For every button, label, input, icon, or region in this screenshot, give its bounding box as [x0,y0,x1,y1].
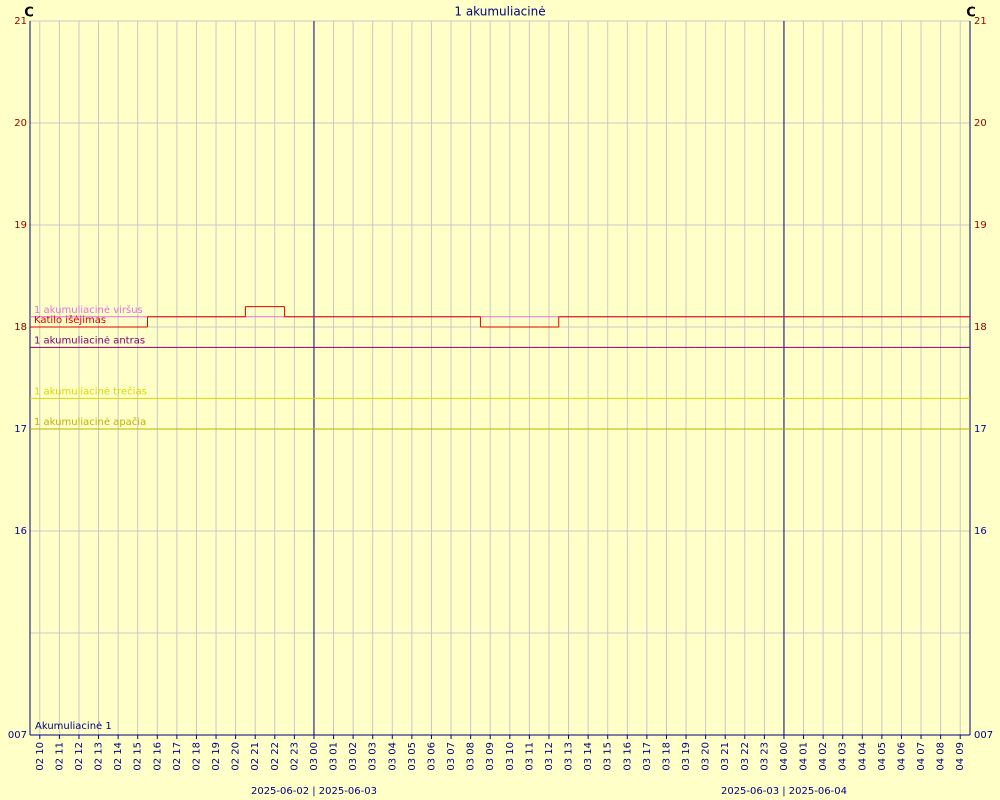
x-tick-label: 02 21 [250,742,261,771]
annotation: Akumuliacinė 1 [35,721,112,732]
legend-label: 1 akumuliacinė trečias [34,385,147,397]
x-tick-label: 02 15 [133,742,144,771]
x-tick-label: 03 10 [505,742,516,771]
legend-label: Katilo išėjimas [34,314,106,326]
x-tick-label: 04 06 [896,742,907,771]
x-tick-label: 04 09 [955,742,966,771]
x-tick-label: 03 14 [583,742,594,771]
date-label: 2025-06-02 | 2025-06-03 [251,786,377,797]
y-unit-left: C [24,6,34,21]
x-tick-label: 03 23 [759,742,770,771]
x-tick-label: 02 22 [270,742,281,771]
x-tick-label: 03 07 [446,742,457,771]
y2-tick-label: 19 [974,220,987,231]
x-tick-label: 03 04 [387,742,398,771]
x-tick-label: 03 16 [622,742,633,771]
y-tick-label: 19 [14,220,27,231]
legend-label: 1 akumuliacinė viršus [34,304,143,316]
x-tick-label: 03 19 [681,742,692,771]
x-tick-label: 02 12 [74,742,85,771]
y-tick-label: 18 [14,322,27,333]
y2-tick-label: 20 [974,118,987,129]
labels: 007 007 16 16 17 17 18 18 19 19 20 20 21 21 02 10 02 11… [8,16,993,797]
x-tick-label: 04 08 [936,742,947,771]
y2-tick-label: 16 [974,526,987,537]
x-tick-label: 04 04 [857,742,868,771]
x-tick-label: 03 05 [407,742,418,771]
x-tick-label: 03 22 [740,742,751,771]
x-tick-label: 03 17 [642,742,653,771]
x-tick-label: 03 15 [603,742,614,771]
chart-title: 1 akumuliacinė [454,5,545,19]
y-tick-label: 16 [14,526,27,537]
x-tick-label: 04 03 [838,742,849,771]
x-tick-label: 02 18 [191,742,202,771]
x-tick-label: 03 12 [544,742,555,771]
x-tick-label: 02 16 [152,742,163,771]
x-tick-label: 03 09 [485,742,496,771]
y-tick-label: 20 [14,118,27,129]
y-tick-label: 007 [8,730,27,741]
x-tick-label: 03 13 [564,742,575,771]
x-tick-label: 04 05 [877,742,888,771]
y-unit-right: C [966,6,976,21]
y2-tick-label: 007 [974,730,993,741]
x-tick-label: 04 00 [779,742,790,771]
grid [29,20,971,736]
x-tick-label: 02 17 [172,742,183,771]
x-tick-label: 03 21 [720,742,731,771]
y2-tick-label: 21 [974,16,987,27]
x-tick-label: 02 20 [231,742,242,771]
y-tick-label: 21 [14,16,27,27]
legend-label: 1 akumuliacinė antras [34,335,145,346]
x-tick-label: 03 11 [524,742,535,771]
x-tick-label: 03 06 [426,742,437,771]
x-tick-label: 04 01 [799,742,810,771]
legend-label: 1 akumuliacinė apačia [34,416,146,428]
plot [30,306,970,430]
x-tick-label: 03 00 [309,742,320,771]
x-tick-label: 02 23 [289,742,300,771]
x-tick-label: 03 20 [701,742,712,771]
x-tick-label: 02 14 [113,742,124,771]
x-tick-label: 02 19 [211,742,222,771]
date-label: 2025-06-03 | 2025-06-04 [721,786,847,797]
x-tick-label: 03 08 [466,742,477,771]
x-tick-label: 02 11 [54,742,65,771]
x-tick-label: 03 02 [348,742,359,771]
x-tick-label: 04 07 [916,742,927,771]
x-tick-label: 03 18 [661,742,672,771]
x-tick-label: 03 03 [368,742,379,771]
y2-tick-label: 18 [974,322,987,333]
x-tick-label: 03 01 [329,742,340,771]
x-tick-label: 02 13 [94,742,105,771]
y2-tick-label: 17 [974,424,987,435]
x-tick-label: 02 10 [35,742,46,771]
x-tick-label: 04 02 [818,742,829,771]
y-tick-label: 17 [14,424,27,435]
